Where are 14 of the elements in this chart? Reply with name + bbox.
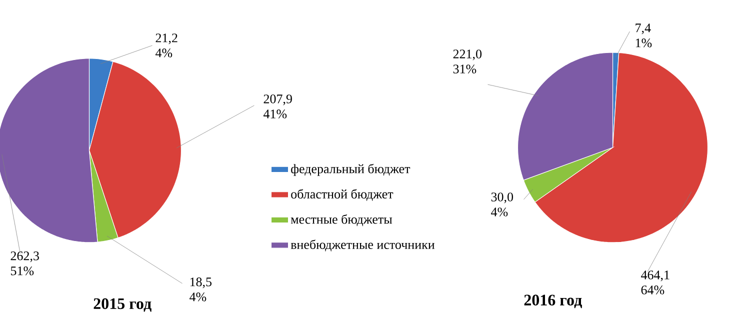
text: 2015 год <box>94 298 152 312</box>
text: 2016 год <box>524 294 582 308</box>
data-label: 464,1 64% <box>641 270 670 294</box>
legend-label: внебюджетные источники <box>290 240 435 252</box>
data-label: 7,4 1% <box>636 24 652 48</box>
data-label: 221,0 31% <box>453 50 482 74</box>
data-label: 30,0 4% <box>491 192 514 216</box>
legend-label: федеральный бюджет <box>291 164 410 176</box>
data-label: 21,2 4% <box>155 34 178 58</box>
data-label: 262,3 51% <box>10 252 39 276</box>
data-label: 18,5 4% <box>190 278 212 302</box>
legend-label: местные бюджеты <box>290 214 392 226</box>
data-label: 207,9 41% <box>263 94 292 118</box>
legend-label: областной бюджет <box>291 189 394 201</box>
